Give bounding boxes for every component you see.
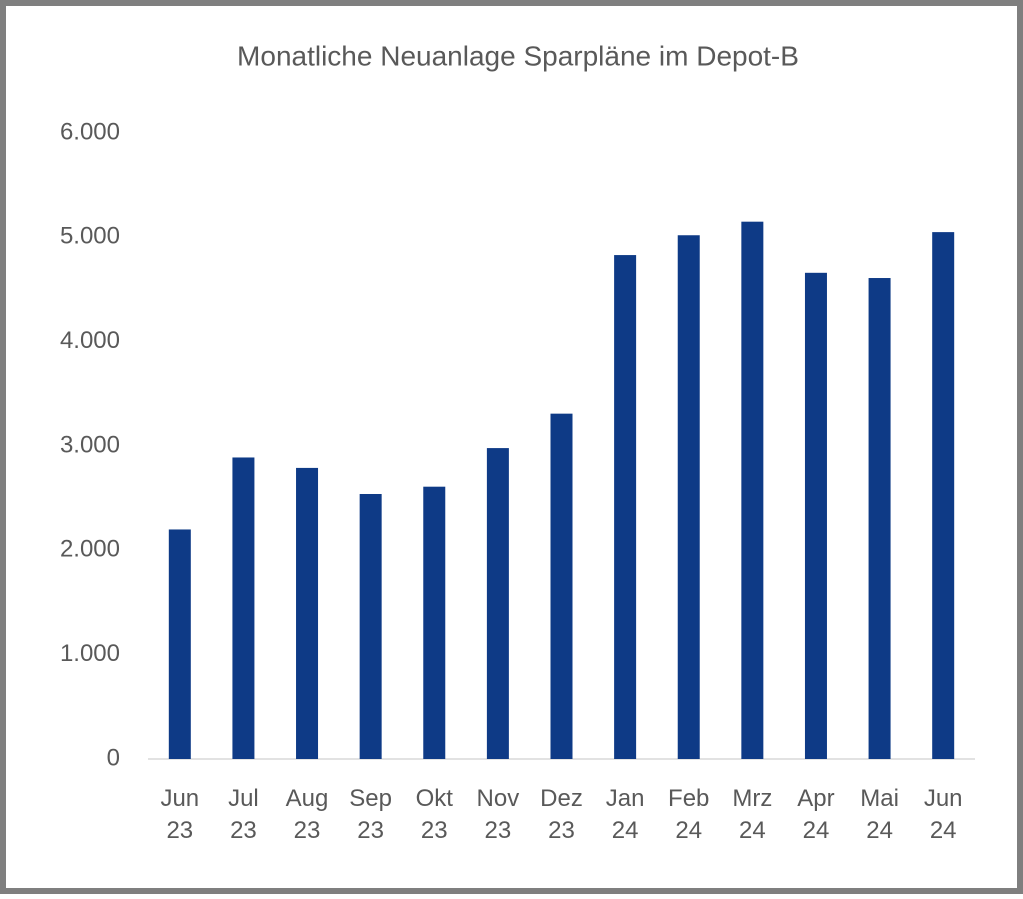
bar xyxy=(168,529,191,759)
x-tick-label: Mrz 24 xyxy=(732,785,772,844)
x-tick-label: Jun 24 xyxy=(924,785,963,844)
x-tick-label: Sep 23 xyxy=(349,785,392,844)
bar xyxy=(868,278,891,759)
chart-title: Monatliche Neuanlage Sparpläne im Depot-… xyxy=(237,40,799,71)
y-tick-label: 3.000 xyxy=(60,431,120,458)
x-tick-label: Feb 24 xyxy=(668,785,709,844)
bar xyxy=(932,232,955,759)
y-tick-label: 5.000 xyxy=(60,223,120,250)
bar xyxy=(804,272,827,759)
y-tick-label: 6.000 xyxy=(60,118,120,145)
bar xyxy=(423,486,446,759)
bar xyxy=(614,255,637,759)
bar xyxy=(359,493,382,759)
bar xyxy=(486,448,509,759)
x-tick-label: Aug 23 xyxy=(286,785,329,844)
y-tick-label: 1.000 xyxy=(60,640,120,667)
x-tick-label: Dez 23 xyxy=(540,785,583,844)
bar xyxy=(741,221,764,759)
x-tick-label: Jan 24 xyxy=(606,785,645,844)
x-tick-label: Jul 23 xyxy=(228,785,259,844)
bar xyxy=(550,413,573,759)
bar xyxy=(296,467,319,759)
x-tick-label: Jun 23 xyxy=(160,785,199,844)
y-tick-label: 4.000 xyxy=(60,327,120,354)
x-tick-label: Apr 24 xyxy=(797,785,834,844)
x-tick-label: Nov 23 xyxy=(477,785,520,844)
y-tick-label: 2.000 xyxy=(60,536,120,563)
bar xyxy=(677,235,700,759)
x-tick-label: Mai 24 xyxy=(860,785,899,844)
x-tick-label: Okt 23 xyxy=(416,785,454,844)
bar xyxy=(232,457,255,759)
y-tick-label: 0 xyxy=(107,744,120,771)
